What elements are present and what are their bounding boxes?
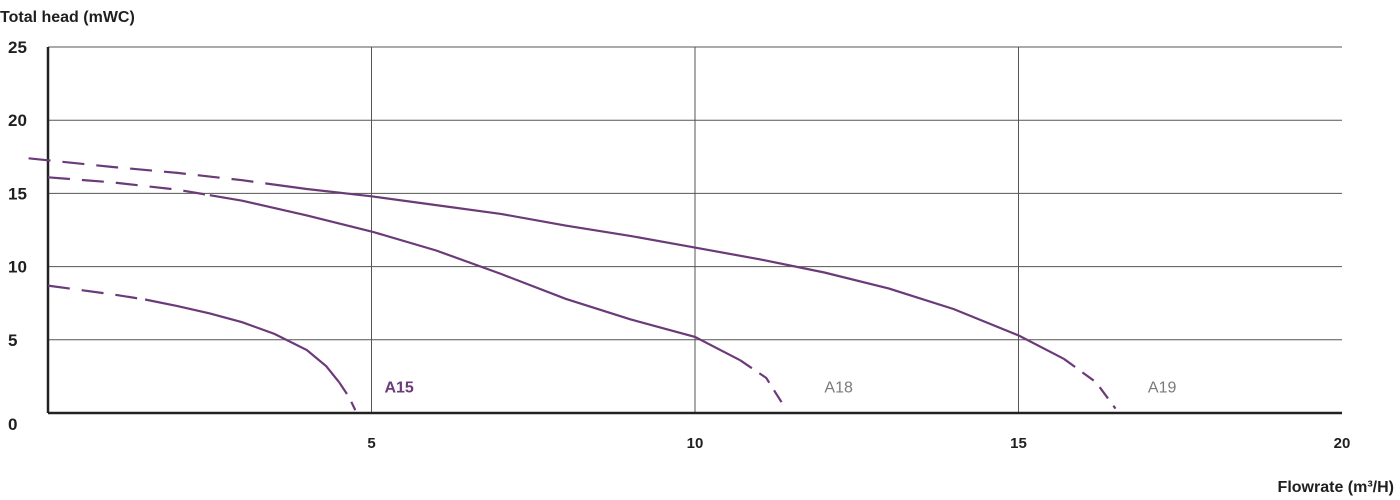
series-label-a18: A18 (824, 380, 853, 397)
curve-a19-solid (274, 183, 1065, 360)
curve-a19-dashed-end (1063, 357, 1117, 410)
y-tick-label: 20 (8, 111, 27, 130)
y-tick-label: 15 (8, 184, 27, 203)
y-tick-label: 25 (8, 38, 27, 57)
series-label-a19: A19 (1148, 380, 1177, 397)
x-tick-label: 5 (367, 435, 375, 452)
curve-a18-solid (209, 194, 741, 362)
curve-a18-dashed-end (739, 359, 787, 410)
x-tick-label: 20 (1334, 435, 1351, 452)
x-tick-label: 10 (687, 435, 704, 452)
curve-a15-dashed-start (47, 284, 146, 301)
curve-a15-dashed-end (338, 381, 357, 411)
curve-a19-dashed-start (28, 157, 275, 186)
y-tick-label: 10 (8, 258, 27, 277)
x-axis-label: Flowrate (m³/H) (1278, 479, 1394, 496)
curve-a15-solid (144, 298, 341, 383)
chart-labels: 0 5 10 15 20 25 5 10 15 20 A15 A18 A19 (8, 38, 1350, 452)
y-tick-label: 5 (8, 331, 17, 350)
series-label-a15: A15 (384, 380, 413, 397)
y-axis-label: Total head (mWC) (0, 9, 135, 26)
x-tick-label: 15 (1010, 435, 1027, 452)
y-tick-label: 0 (8, 415, 17, 434)
grid-lines (46, 46, 1342, 415)
curve-a18-dashed-start (47, 176, 210, 197)
pump-curves (28, 157, 1117, 411)
